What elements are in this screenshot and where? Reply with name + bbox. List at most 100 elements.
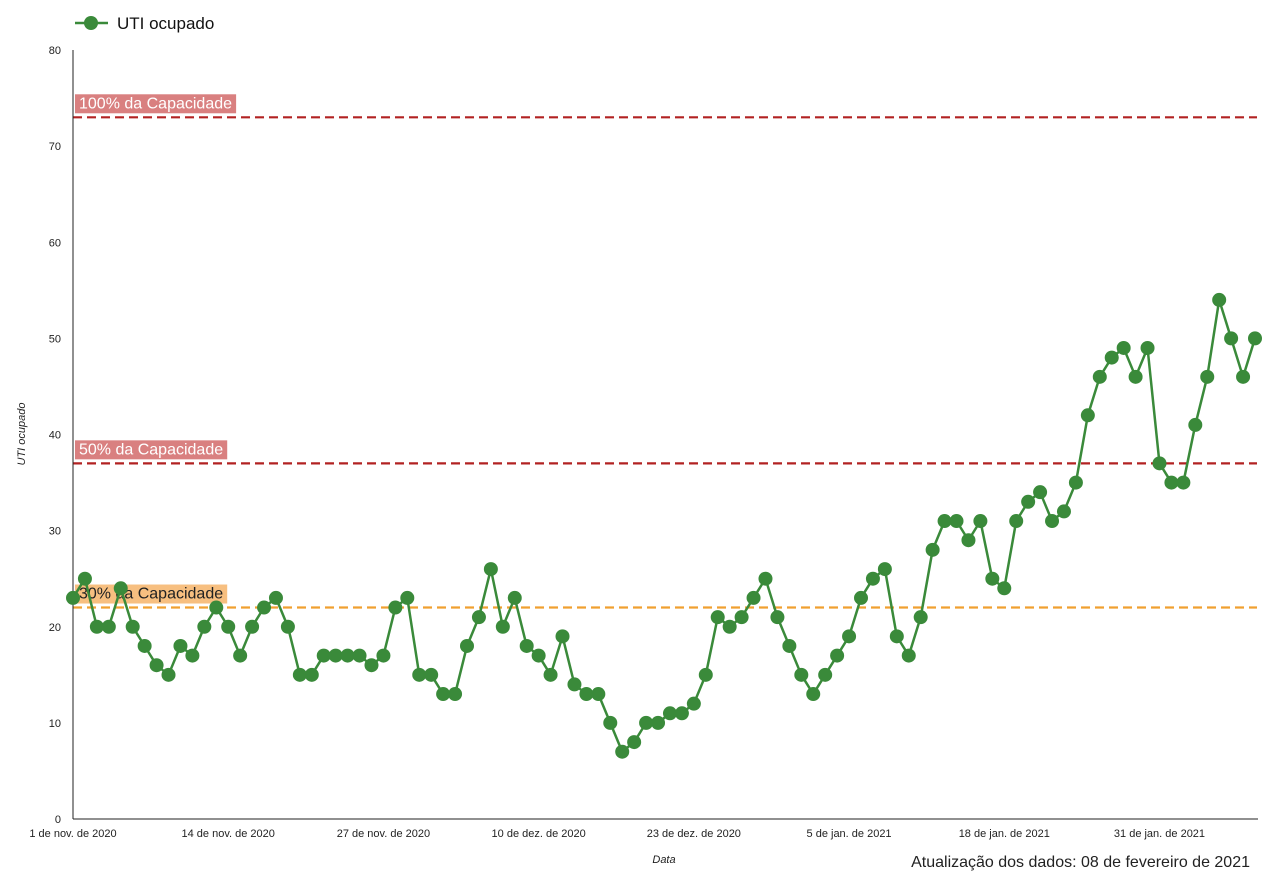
data-point[interactable]	[722, 619, 737, 634]
data-point[interactable]	[185, 648, 200, 663]
data-point[interactable]	[865, 571, 880, 586]
data-point[interactable]	[973, 514, 988, 529]
data-point[interactable]	[997, 581, 1012, 596]
data-point[interactable]	[471, 610, 486, 625]
data-point[interactable]	[161, 667, 176, 682]
data-point[interactable]	[304, 667, 319, 682]
data-point[interactable]	[651, 715, 666, 730]
data-point[interactable]	[627, 735, 642, 750]
data-point[interactable]	[1092, 369, 1107, 384]
data-point[interactable]	[830, 648, 845, 663]
data-point[interactable]	[985, 571, 1000, 586]
data-point[interactable]	[889, 629, 904, 644]
data-point[interactable]	[519, 638, 534, 653]
data-point[interactable]	[77, 571, 92, 586]
data-point[interactable]	[877, 562, 892, 577]
data-point[interactable]	[1224, 331, 1239, 346]
data-point[interactable]	[460, 638, 474, 653]
data-point[interactable]	[567, 677, 582, 692]
data-point[interactable]	[854, 590, 868, 605]
data-point[interactable]	[925, 542, 940, 557]
data-point[interactable]	[937, 514, 952, 529]
data-point[interactable]	[1104, 350, 1119, 365]
data-point[interactable]	[1056, 504, 1071, 519]
data-point[interactable]	[448, 687, 463, 702]
data-point[interactable]	[1248, 331, 1262, 346]
data-point[interactable]	[1212, 292, 1227, 307]
data-point[interactable]	[1200, 369, 1215, 384]
data-point[interactable]	[591, 687, 606, 702]
data-point[interactable]	[710, 610, 725, 625]
data-point[interactable]	[280, 619, 295, 634]
data-point[interactable]	[495, 619, 510, 634]
data-point[interactable]	[949, 514, 964, 529]
data-point[interactable]	[257, 600, 272, 615]
data-point[interactable]	[1164, 475, 1179, 490]
data-point[interactable]	[734, 610, 749, 625]
data-point[interactable]	[818, 667, 833, 682]
data-point[interactable]	[961, 533, 976, 548]
data-point[interactable]	[1140, 340, 1155, 355]
data-point[interactable]	[340, 648, 355, 663]
data-point[interactable]	[197, 619, 212, 634]
data-point[interactable]	[758, 571, 773, 586]
data-point[interactable]	[913, 610, 928, 625]
data-point[interactable]	[639, 715, 654, 730]
data-point[interactable]	[794, 667, 809, 682]
data-point[interactable]	[113, 581, 128, 596]
data-point[interactable]	[1128, 369, 1143, 384]
data-point[interactable]	[615, 744, 630, 759]
data-point[interactable]	[555, 629, 570, 644]
data-point[interactable]	[245, 619, 260, 634]
data-point[interactable]	[806, 687, 821, 702]
data-point[interactable]	[782, 638, 797, 653]
data-point[interactable]	[1152, 456, 1167, 471]
data-point[interactable]	[101, 619, 116, 634]
data-point[interactable]	[1045, 514, 1060, 529]
data-point[interactable]	[412, 667, 427, 682]
data-point[interactable]	[1116, 340, 1131, 355]
data-point[interactable]	[328, 648, 343, 663]
data-point[interactable]	[1033, 485, 1048, 500]
data-point[interactable]	[388, 600, 403, 615]
data-point[interactable]	[66, 590, 80, 605]
data-point[interactable]	[507, 590, 522, 605]
data-point[interactable]	[531, 648, 546, 663]
data-point[interactable]	[400, 590, 415, 605]
data-point[interactable]	[1068, 475, 1083, 490]
data-point[interactable]	[209, 600, 224, 615]
data-point[interactable]	[173, 638, 188, 653]
data-point[interactable]	[376, 648, 391, 663]
data-point[interactable]	[842, 629, 857, 644]
data-point[interactable]	[1236, 369, 1251, 384]
data-point[interactable]	[603, 715, 618, 730]
data-point[interactable]	[483, 562, 498, 577]
data-point[interactable]	[316, 648, 331, 663]
data-point[interactable]	[149, 658, 164, 673]
data-point[interactable]	[1009, 514, 1024, 529]
data-point[interactable]	[698, 667, 713, 682]
data-point[interactable]	[292, 667, 307, 682]
data-point[interactable]	[364, 658, 379, 673]
data-point[interactable]	[579, 687, 594, 702]
data-point[interactable]	[424, 667, 439, 682]
data-point[interactable]	[746, 590, 761, 605]
data-point[interactable]	[89, 619, 104, 634]
data-point[interactable]	[1021, 494, 1036, 509]
data-point[interactable]	[436, 687, 451, 702]
data-point[interactable]	[543, 667, 558, 682]
data-point[interactable]	[233, 648, 248, 663]
data-point[interactable]	[137, 638, 152, 653]
data-point[interactable]	[125, 619, 140, 634]
data-point[interactable]	[674, 706, 689, 721]
data-point[interactable]	[352, 648, 367, 663]
data-point[interactable]	[1176, 475, 1191, 490]
data-point[interactable]	[686, 696, 701, 711]
data-point[interactable]	[770, 610, 785, 625]
data-point[interactable]	[1080, 408, 1095, 423]
data-point[interactable]	[901, 648, 916, 663]
data-point[interactable]	[221, 619, 236, 634]
data-point[interactable]	[662, 706, 677, 721]
data-point[interactable]	[268, 590, 283, 605]
data-point[interactable]	[1188, 417, 1203, 432]
